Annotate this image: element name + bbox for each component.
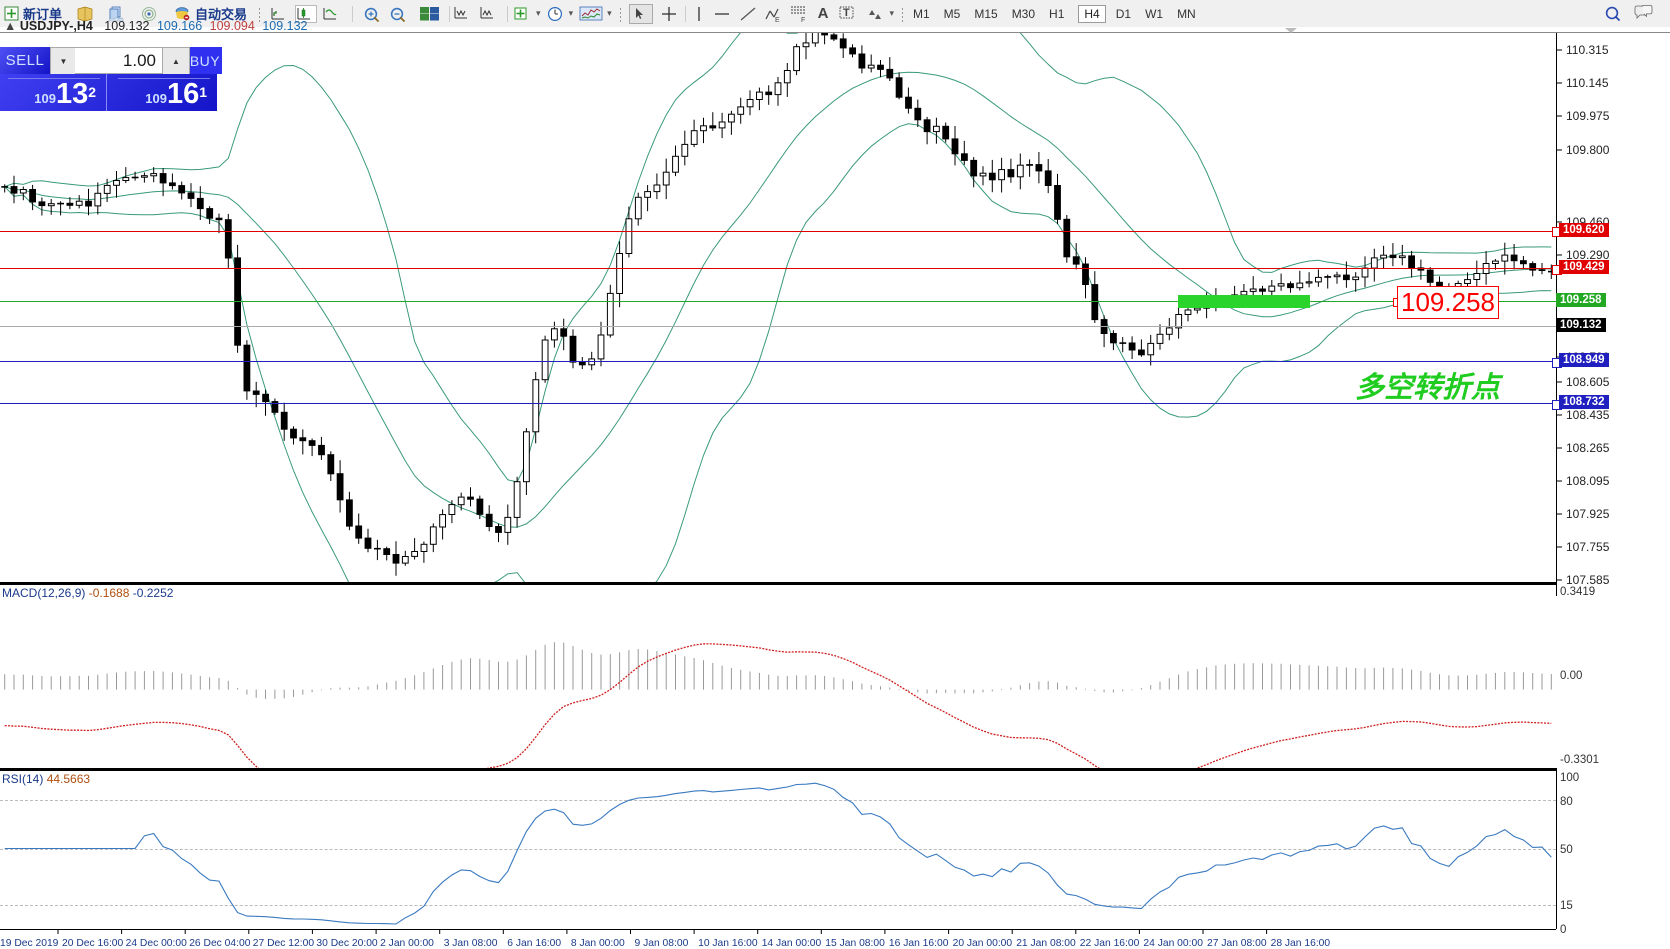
svg-text:9 Jan 08:00: 9 Jan 08:00 <box>635 938 689 949</box>
svg-text:30 Dec 20:00: 30 Dec 20:00 <box>316 938 378 949</box>
svg-text:10 Jan 16:00: 10 Jan 16:00 <box>698 938 758 949</box>
svg-text:16 Jan 16:00: 16 Jan 16:00 <box>889 938 949 949</box>
svg-text:100: 100 <box>1560 772 1579 784</box>
svg-text:20 Dec 16:00: 20 Dec 16:00 <box>62 938 124 949</box>
svg-text:107.585: 107.585 <box>1566 573 1610 587</box>
svg-text:110.145: 110.145 <box>1566 76 1609 90</box>
svg-text:0: 0 <box>1560 924 1566 936</box>
svg-text:108.265: 108.265 <box>1566 441 1610 455</box>
svg-text:80: 80 <box>1560 796 1573 808</box>
svg-text:19 Dec 2019: 19 Dec 2019 <box>0 938 59 949</box>
svg-text:108.095: 108.095 <box>1566 474 1610 488</box>
svg-text:2 Jan 00:00: 2 Jan 00:00 <box>380 938 434 949</box>
svg-text:27 Jan 08:00: 27 Jan 08:00 <box>1207 938 1267 949</box>
svg-text:E: E <box>775 17 780 23</box>
svg-text:0.3419: 0.3419 <box>1560 586 1595 598</box>
svg-text:109.800: 109.800 <box>1566 143 1610 157</box>
svg-text:0.00: 0.00 <box>1560 670 1582 682</box>
svg-text:108.435: 108.435 <box>1566 408 1610 422</box>
svg-text:24 Jan 00:00: 24 Jan 00:00 <box>1143 938 1203 949</box>
svg-text:6 Jan 16:00: 6 Jan 16:00 <box>507 938 561 949</box>
svg-text:3 Jan 08:00: 3 Jan 08:00 <box>444 938 498 949</box>
svg-text:20 Jan 00:00: 20 Jan 00:00 <box>953 938 1013 949</box>
svg-text:27 Dec 12:00: 27 Dec 12:00 <box>253 938 315 949</box>
svg-text:28 Jan 16:00: 28 Jan 16:00 <box>1271 938 1331 949</box>
svg-text:21 Jan 08:00: 21 Jan 08:00 <box>1016 938 1076 949</box>
svg-text:107.755: 107.755 <box>1566 540 1610 554</box>
svg-text:-0.3301: -0.3301 <box>1560 754 1599 766</box>
svg-text:26 Dec 04:00: 26 Dec 04:00 <box>189 938 251 949</box>
svg-text:22 Jan 16:00: 22 Jan 16:00 <box>1080 938 1140 949</box>
svg-text:15 Jan 08:00: 15 Jan 08:00 <box>825 938 885 949</box>
svg-text:14 Jan 00:00: 14 Jan 00:00 <box>762 938 822 949</box>
svg-text:8 Jan 00:00: 8 Jan 00:00 <box>571 938 625 949</box>
svg-text:110.315: 110.315 <box>1566 43 1609 57</box>
svg-text:F: F <box>801 17 805 23</box>
svg-text:109.975: 109.975 <box>1566 109 1610 123</box>
svg-text:50: 50 <box>1560 844 1573 856</box>
svg-text:108.605: 108.605 <box>1566 375 1610 389</box>
svg-text:T: T <box>843 7 850 19</box>
svg-text:107.925: 107.925 <box>1566 507 1610 521</box>
svg-text:24 Dec 00:00: 24 Dec 00:00 <box>126 938 188 949</box>
svg-text:15: 15 <box>1560 900 1573 912</box>
